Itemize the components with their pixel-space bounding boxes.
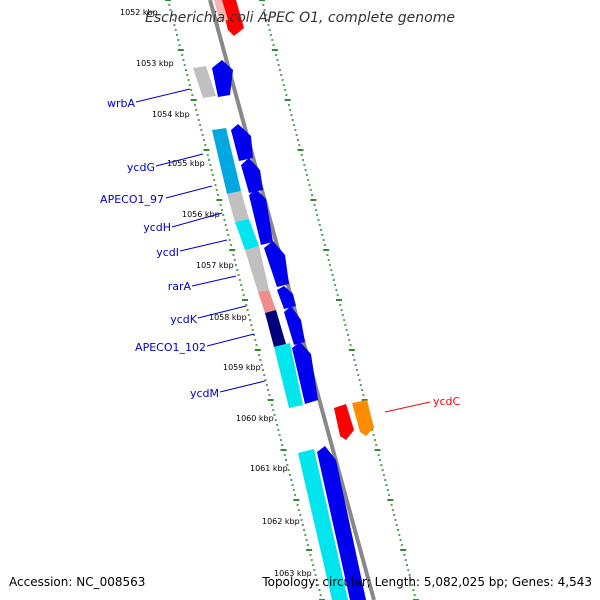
forward-arrow[interactable] (241, 158, 263, 193)
accession-label: Accession: NC_008563 (9, 575, 146, 589)
gene-arrow-ycdC-orange[interactable] (352, 400, 374, 436)
scale-label: 1054 kbp (152, 110, 190, 119)
forward-arrow[interactable] (317, 446, 366, 600)
gene-label-ycdM[interactable]: ycdM (190, 387, 219, 400)
ycdC-leader (384, 401, 431, 413)
scale-label: 1059 kbp (223, 363, 261, 372)
gene-label-APECO1_97[interactable]: APECO1_97 (100, 193, 164, 206)
forward-arrow[interactable] (264, 241, 289, 287)
scale-label: 1062 kbp (262, 517, 300, 526)
gene-block-wrbA[interactable] (193, 66, 216, 98)
gene-label-wrbA[interactable]: wrbA (107, 97, 136, 110)
scale-label: 1055 kbp (167, 159, 205, 168)
gene-label-APECO1_102[interactable]: APECO1_102 (135, 341, 206, 354)
gene-blocks-outer (193, 66, 348, 600)
map-title: Escherichia coli APEC O1, complete genom… (145, 10, 455, 26)
scale-label: 1060 kbp (236, 414, 274, 423)
top-partial-feature-light (214, 0, 228, 22)
feature-band (170, 0, 425, 600)
gene-label-rarA[interactable]: rarA (168, 280, 192, 293)
scale-label: 1052 kbp (120, 8, 158, 17)
forward-arrow[interactable] (284, 306, 305, 345)
scale-label: 1056 kbp (182, 210, 220, 219)
scale-label: 1057 kbp (196, 261, 234, 270)
scale-labels: 1052 kbp 1053 kbp 1054 kbp 1055 kbp 1056… (120, 8, 312, 578)
gene-label-ycdK[interactable]: ycdK (170, 313, 198, 326)
gene-block-ycdG[interactable] (212, 128, 241, 194)
forward-arrow[interactable] (277, 286, 296, 309)
scale-label: 1063 kbp (274, 569, 312, 578)
top-partial-feature (220, 0, 244, 36)
forward-arrow[interactable] (292, 342, 318, 404)
right-scale-ticks (259, 0, 419, 600)
gene-block-APECO1_97[interactable] (227, 191, 249, 222)
scale-label: 1061 kbp (250, 464, 288, 473)
forward-arrow[interactable] (249, 189, 273, 245)
gene-block-APECO1_102[interactable] (274, 343, 303, 408)
gene-block-ycdM[interactable] (298, 449, 348, 600)
gene-label-ycdG[interactable]: ycdG (127, 161, 155, 174)
genome-summary: Topology: circular; Length: 5,082,025 bp… (262, 575, 592, 589)
left-scale-ticks (165, 0, 325, 600)
gene-label-ycdI[interactable]: ycdI (156, 246, 179, 259)
scale-label: 1058 kbp (209, 313, 247, 322)
forward-arrow[interactable] (212, 60, 233, 97)
gene-block-ycdI[interactable] (245, 246, 269, 292)
scale-label: 1053 kbp (136, 59, 174, 68)
gene-block-rarA[interactable] (258, 290, 276, 313)
gene-label-ycdH[interactable]: ycdH (143, 221, 171, 234)
gene-label-ycdC[interactable]: ycdC (433, 395, 461, 408)
forward-arrow[interactable] (231, 124, 253, 161)
label-leaders (135, 88, 266, 393)
gene-block-ycdH[interactable] (235, 219, 259, 250)
gene-arrow-ycdC-red[interactable] (334, 404, 354, 440)
gene-arrows-forward (212, 60, 366, 600)
gene-block-ycdK[interactable] (265, 310, 286, 347)
gene-labels: wrbA ycdG APECO1_97 ycdH ycdI rarA ycdK … (100, 97, 219, 400)
